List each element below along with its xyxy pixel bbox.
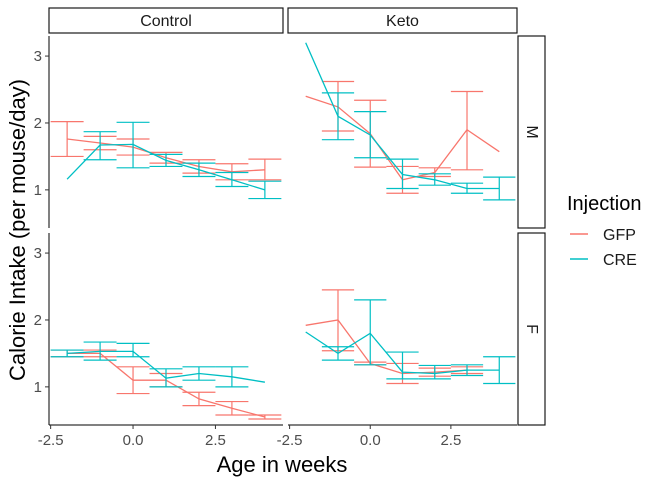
facet-strips-layer: Control Keto M F — [48, 7, 546, 426]
facet-strip-f — [517, 232, 546, 426]
series-line-cre — [67, 350, 266, 383]
error-bar-cre — [386, 351, 419, 380]
series-line-cre — [66, 143, 266, 191]
axes-layer: 1 2 3 1 2 3 -2.5 0.0 2.5 -2.5 0.0 2.5 — [34, 36, 517, 449]
y-tick-label: 1 — [34, 182, 42, 199]
series-line-cre — [305, 331, 500, 375]
error-bar-cre — [418, 364, 451, 380]
legend-label-cre: CRE — [603, 252, 637, 269]
legend-title: Injection — [567, 193, 642, 215]
facet-strip-label-keto: Keto — [386, 13, 419, 30]
facet-strip-keto — [287, 7, 518, 34]
x-tick-label: 2.5 — [205, 432, 226, 449]
x-tick-label: -2.5 — [277, 432, 303, 449]
y-tick-label: 3 — [34, 245, 42, 262]
legend-label-gfp: GFP — [603, 227, 636, 244]
y-tick-label: 2 — [34, 312, 42, 329]
panel-control-f — [50, 341, 282, 420]
legend: Injection GFP CRE — [567, 193, 642, 269]
y-tick-label: 2 — [34, 115, 42, 132]
y-tick-label: 1 — [34, 379, 42, 396]
x-axis-title: Age in weeks — [217, 452, 348, 477]
error-bar-cre — [354, 299, 387, 366]
series-line-cre — [305, 42, 500, 190]
panel-keto-f — [305, 289, 516, 385]
panels-layer — [50, 42, 516, 420]
x-tick-label: 0.0 — [360, 432, 381, 449]
facet-strip-label-f: F — [523, 324, 540, 334]
facet-strip-control — [48, 7, 284, 34]
y-tick-label: 3 — [34, 48, 42, 65]
panel-keto-m — [305, 42, 516, 201]
y-axis-title: Calorie Intake (per mouse/day) — [5, 79, 30, 381]
facet-strip-label-m: M — [523, 125, 540, 138]
facet-strip-label-control: Control — [140, 13, 192, 30]
x-tick-label: 0.0 — [123, 432, 144, 449]
x-tick-label: 2.5 — [440, 432, 461, 449]
series-line-gfp — [305, 319, 468, 375]
error-bar-cre — [116, 342, 150, 358]
facet-strip-m — [517, 35, 546, 229]
x-tick-label: -2.5 — [38, 432, 64, 449]
panel-control-m — [50, 121, 282, 200]
